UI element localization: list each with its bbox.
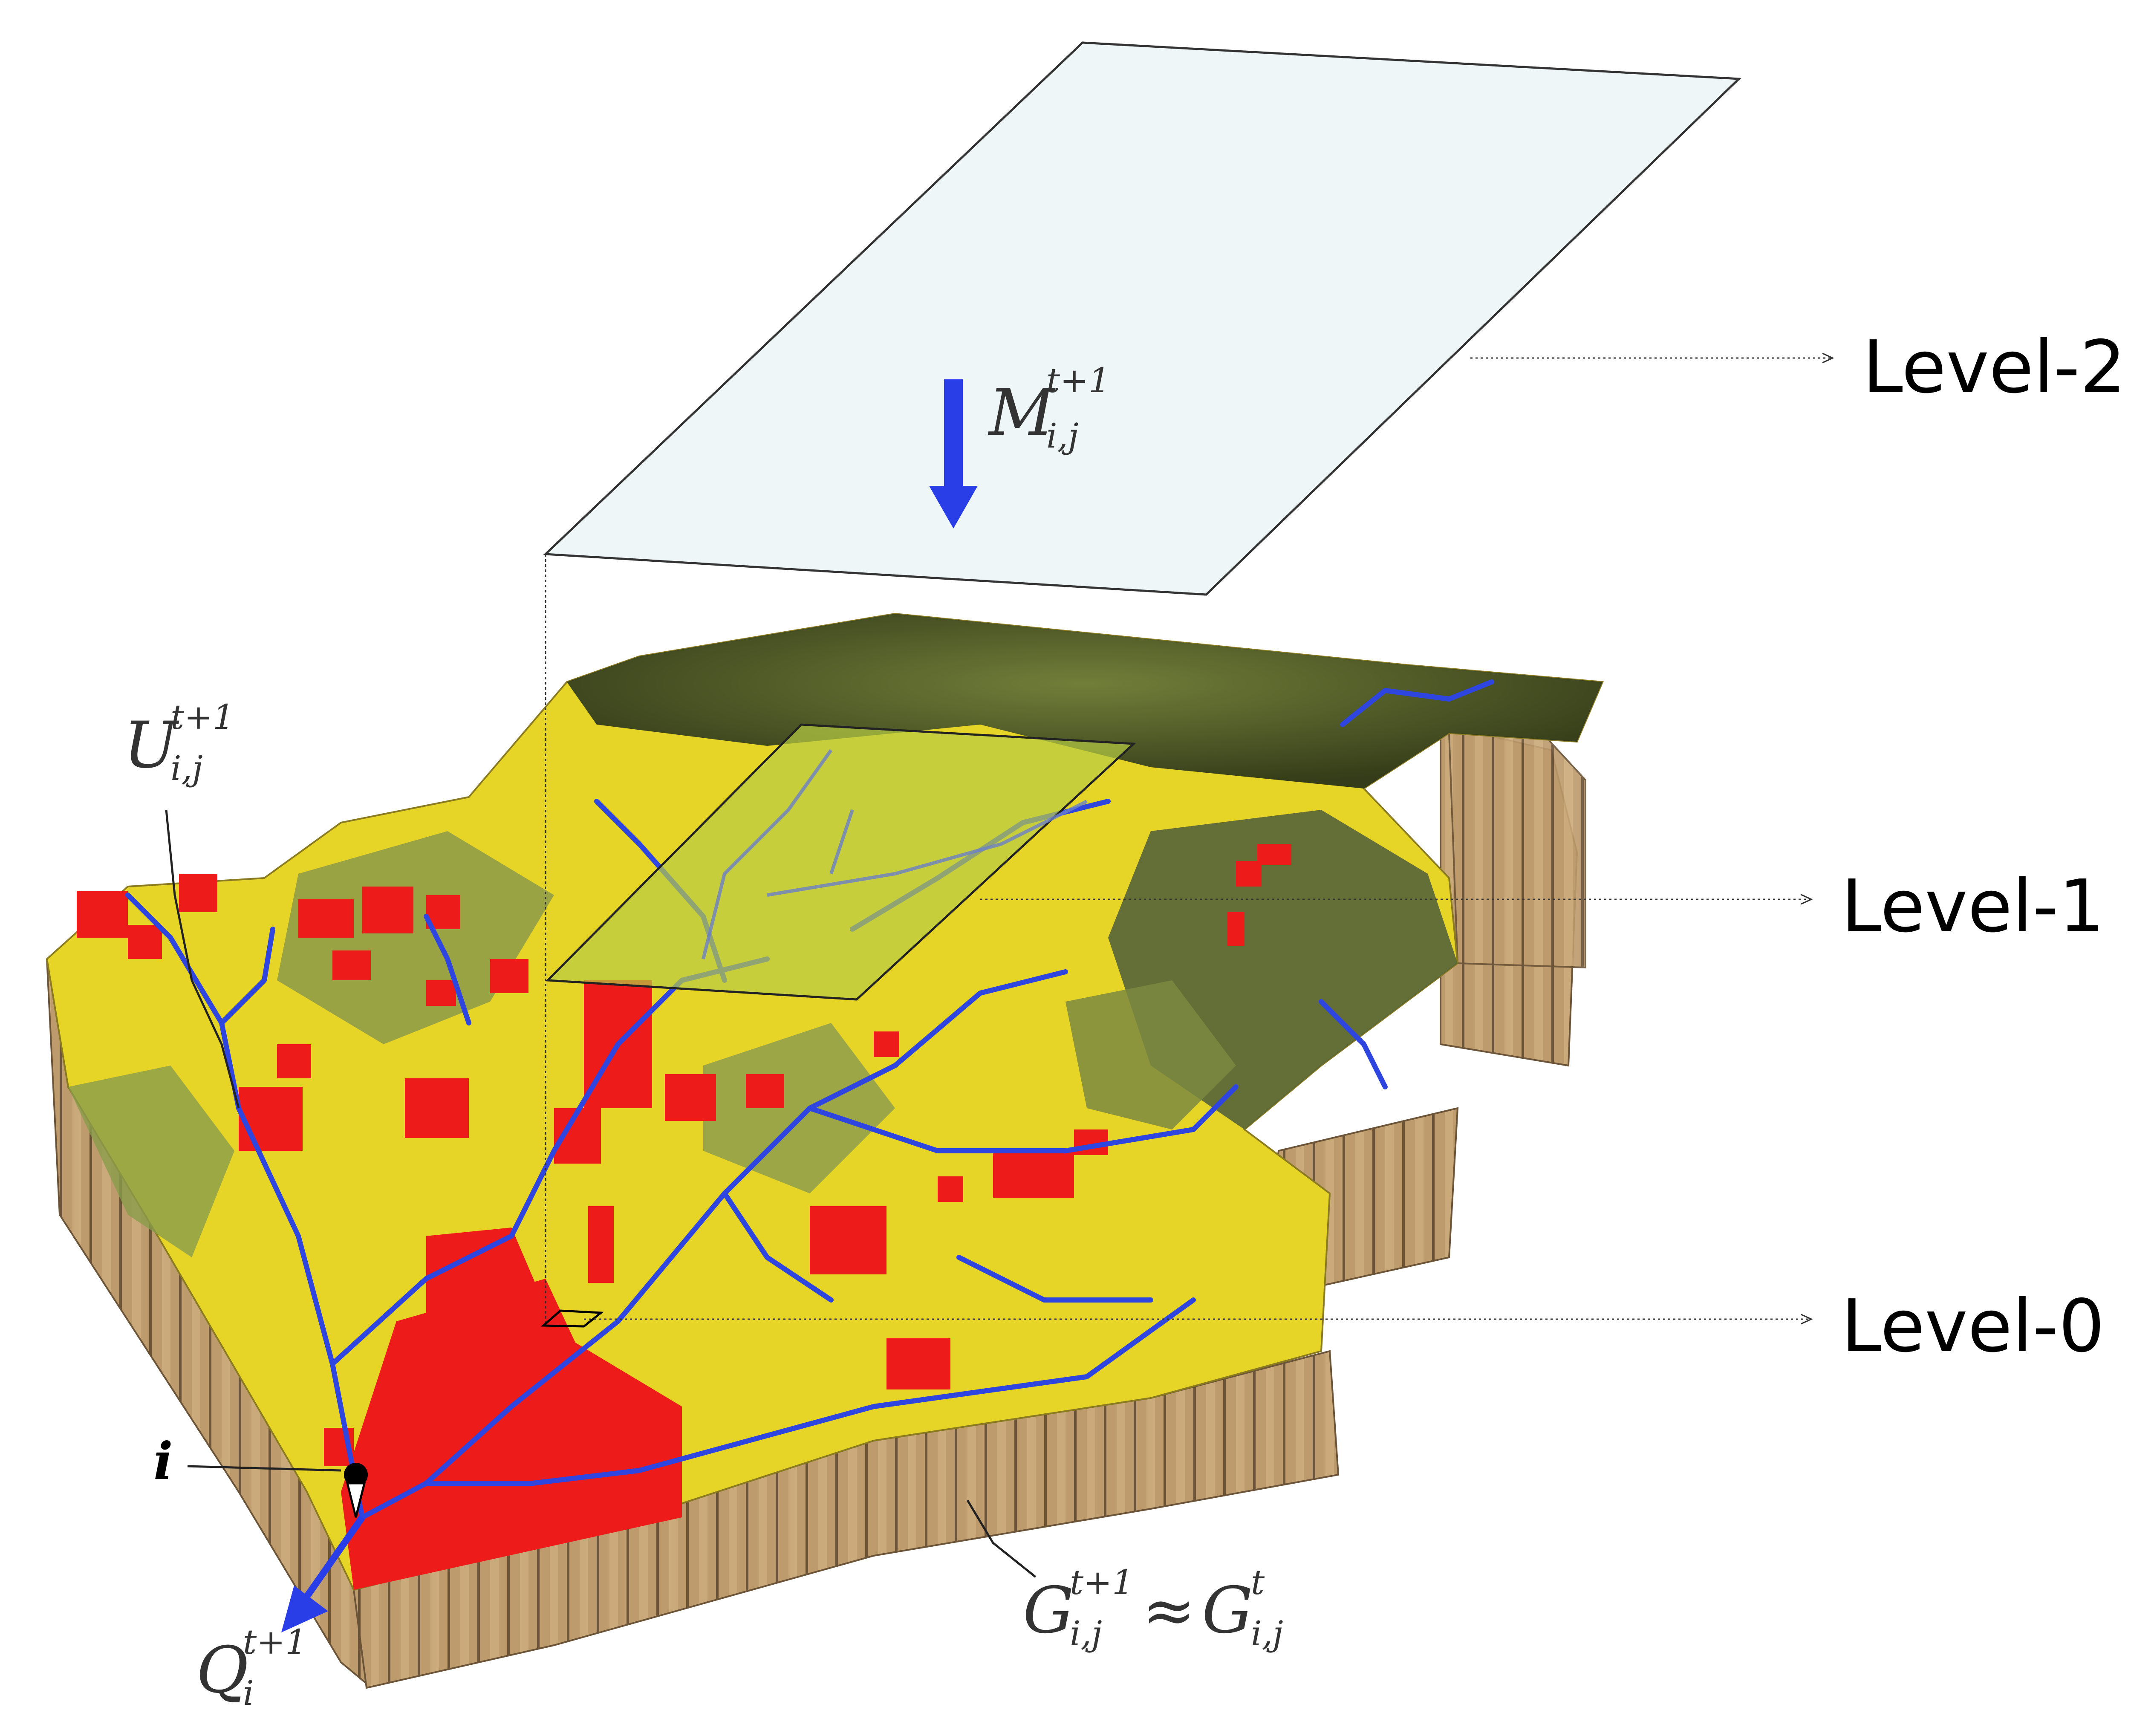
svg-text:i,j: i,j <box>1251 1614 1283 1653</box>
level0-label: Level-0 <box>1841 1284 2105 1369</box>
outlet-marker: i <box>153 1431 368 1518</box>
level2-label: Level-2 <box>1862 325 2126 410</box>
mountain-ridge-north <box>567 614 1603 789</box>
svg-text:t+1: t+1 <box>1070 1563 1134 1602</box>
green-zone-east <box>1066 980 1236 1129</box>
svg-text:i,j: i,j <box>1070 1614 1102 1653</box>
level0-cell <box>540 1309 604 1328</box>
leader-lines <box>584 352 1834 1325</box>
terrain-wall-far-right <box>1448 723 1586 969</box>
svg-text:i,j: i,j <box>170 748 203 788</box>
u-symbol: U t+1 i,j <box>124 697 234 788</box>
svg-text:t+1: t+1 <box>1046 361 1110 400</box>
u-leader-line <box>165 809 240 1109</box>
svg-text:M: M <box>988 376 1056 450</box>
q-symbol: Q t+1 i <box>196 1622 307 1713</box>
svg-text:G: G <box>1023 1574 1074 1648</box>
green-zone-west <box>277 831 554 1044</box>
svg-text:i: i <box>243 1673 254 1713</box>
g-equation: G t+1 i,j ≈ G t i,j <box>1023 1563 1283 1653</box>
svg-text:t+1: t+1 <box>243 1622 307 1662</box>
green-zone-west-lower <box>68 1066 234 1257</box>
svg-text:t+1: t+1 <box>170 697 234 737</box>
level2-plane <box>543 41 1741 596</box>
g-leader-line <box>966 1499 1037 1578</box>
terrain-block <box>46 612 1604 1689</box>
svg-text:t: t <box>1251 1563 1265 1602</box>
green-zone-center <box>703 1023 895 1193</box>
red-patches <box>77 844 1291 1590</box>
m-flux-arrow <box>929 379 978 529</box>
i-label: i <box>153 1431 173 1491</box>
level1-patch <box>545 723 1137 1001</box>
svg-text:Q: Q <box>196 1633 248 1707</box>
svg-text:i,j: i,j <box>1046 416 1079 456</box>
svg-text:G: G <box>1202 1574 1253 1648</box>
svg-text:U: U <box>124 708 179 783</box>
q-outflow-arrow <box>281 1515 365 1632</box>
m-symbol: M t+1 i,j <box>988 361 1110 456</box>
level1-label: Level-1 <box>1841 864 2105 949</box>
level1-patch-rivers <box>702 749 1088 959</box>
svg-text:≈: ≈ <box>1142 1574 1196 1648</box>
